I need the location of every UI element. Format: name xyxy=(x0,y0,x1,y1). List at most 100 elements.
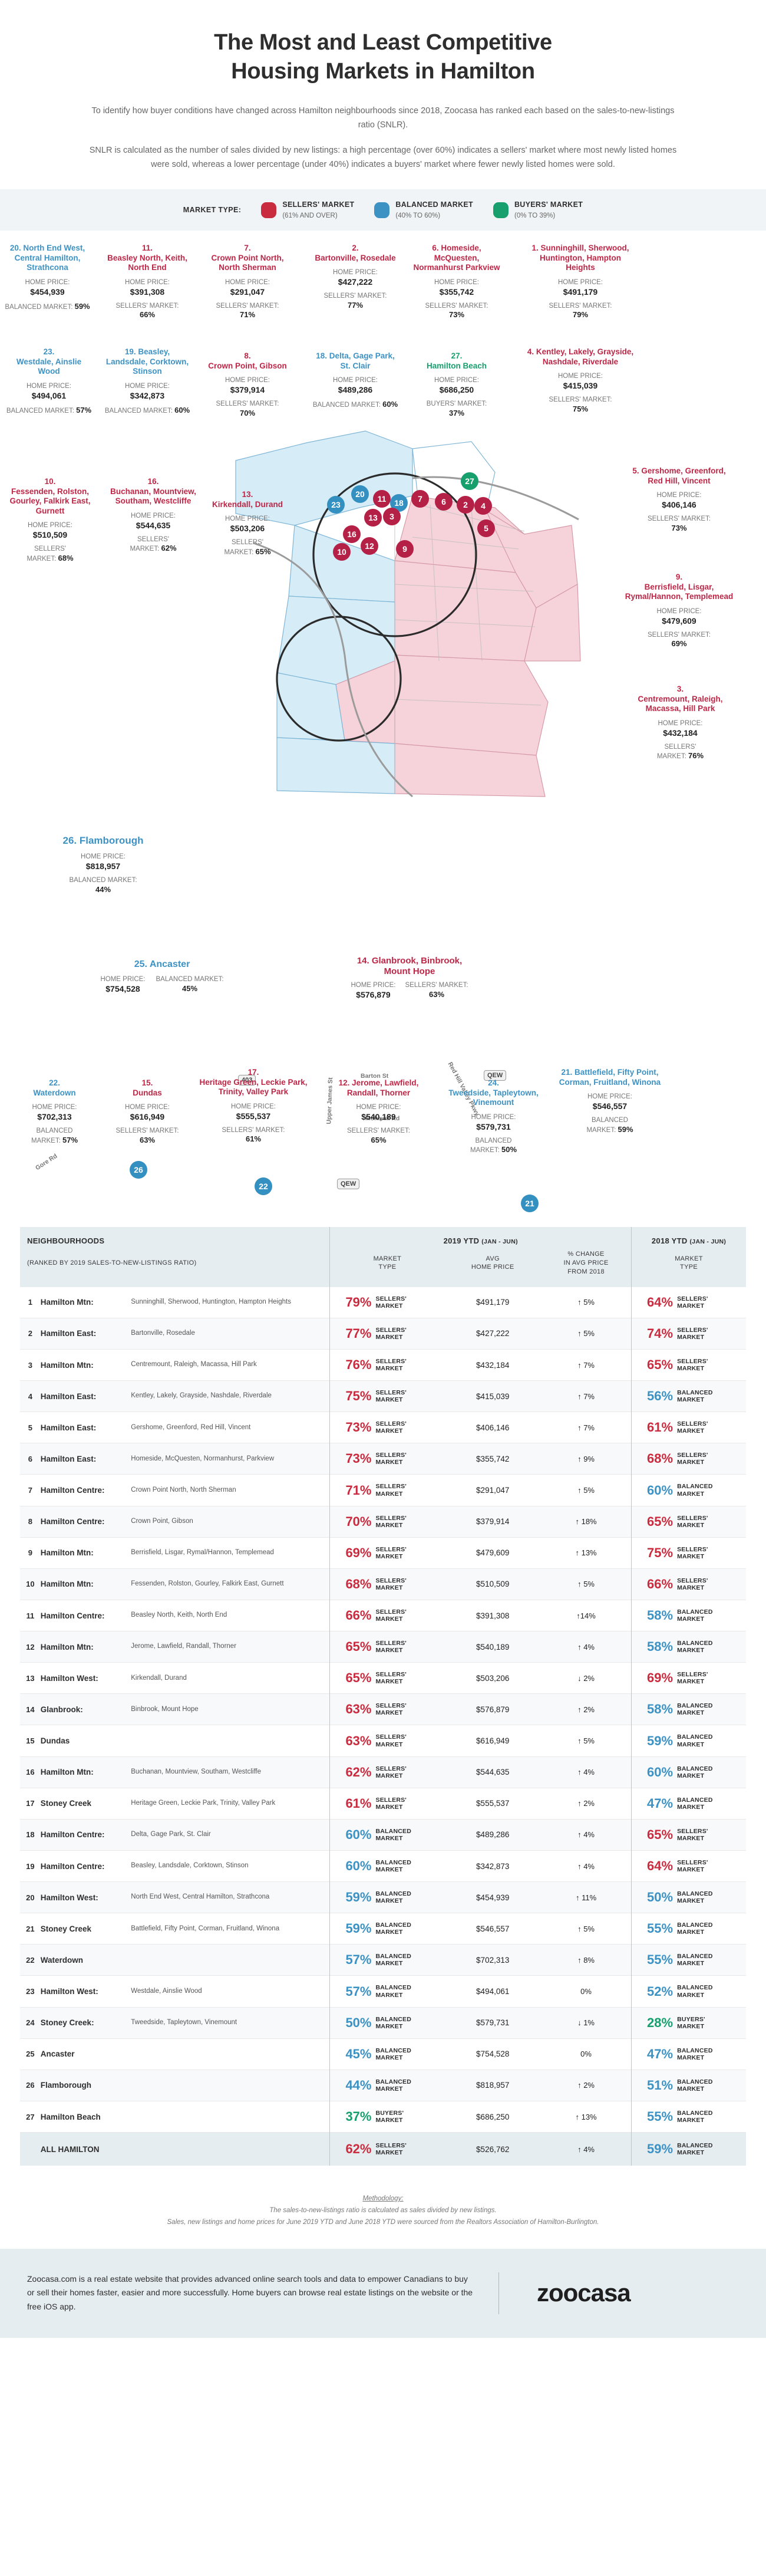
callout-card-12[interactable]: 12. Jerome, Lawfield, Randall, Thorner H… xyxy=(327,1078,430,1146)
table-row: 15 Dundas 63% SELLERS' MARKET $616,949 ↑ 5% 59%… xyxy=(20,1725,746,1757)
cell-area: Hamilton East: xyxy=(40,1329,97,1338)
callout-card-19[interactable]: 19. Beasley, Landsdale, Corktown, Stinso… xyxy=(103,347,192,415)
callout-card-27[interactable]: 27. Hamilton Beach HOME PRICE: $686,250 B… xyxy=(412,351,501,419)
cell-rank: 10 xyxy=(26,1580,35,1589)
callout-card-8[interactable]: 8. Crown Point, Gibson HOME PRICE: $379,9… xyxy=(203,351,292,419)
callout-card-6[interactable]: 6. Homeside, McQuesten, Normanhurst Park… xyxy=(412,244,501,320)
cell-pct-change: ↑ 4% xyxy=(577,1768,595,1777)
cell-pct-change: ↑ 5% xyxy=(577,1924,595,1933)
callout-card-25[interactable]: 25. Ancaster HOME PRICE: $754,528 BALANC… xyxy=(77,959,247,993)
map-pin-6[interactable]: 6 xyxy=(435,493,453,511)
callout-card-23[interactable]: 23. Westdale, Ainslie Wood HOME PRICE: $4… xyxy=(5,347,93,415)
table-row: 14 Glanbrook: Binbrook, Mount Hope 63% SELLE… xyxy=(20,1693,746,1725)
callout-price-label-4: HOME PRICE: xyxy=(557,373,603,380)
cell-area: Hamilton Centre: xyxy=(40,1517,105,1526)
map-pin-3[interactable]: 3 xyxy=(383,508,401,526)
callout-card-2[interactable]: 2. Bartonville, Rosedale HOME PRICE: $427… xyxy=(311,244,399,311)
callout-card-7[interactable]: 7. Crown Point North, North Sherman HOME … xyxy=(203,244,292,320)
cell-market-type-2019: 69% SELLERS' MARKET xyxy=(329,1537,445,1569)
callout-card-18[interactable]: 18. Delta, Gage Park, St. Clair HOME PRI… xyxy=(311,351,399,410)
legend-label-balanced: BALANCED MARKET xyxy=(395,200,473,209)
callout-card-13[interactable]: 13. Kirkendall, Durand HOME PRICE: $503,2… xyxy=(203,490,292,557)
cell-avg-price: $526,762 xyxy=(476,2144,510,2154)
map-pin-22[interactable]: 22 xyxy=(255,1177,272,1196)
subheader-avg-home-price: AVG HOME PRICE xyxy=(444,1248,542,1287)
callout-card-26[interactable]: 26. Flamborough HOME PRICE: $818,957 BAL… xyxy=(29,835,177,895)
callout-card-4[interactable]: 4. Kentley, Lakely, Grayside, Nashdale, … xyxy=(524,347,636,414)
callout-price-label-15: HOME PRICE: xyxy=(124,1104,170,1111)
legend-item-buyers: BUYERS' MARKET (0% TO 39%) xyxy=(493,199,583,221)
callout-price-label-17: HOME PRICE: xyxy=(230,1103,276,1110)
map-pin-26[interactable]: 26 xyxy=(130,1161,147,1179)
cell-neighbourhoods: Westdale, Ainslie Wood xyxy=(131,1987,202,1995)
callout-card-22[interactable]: 22. Waterdown HOME PRICE: $702,313 BALANC… xyxy=(12,1078,97,1146)
cell-neighbourhoods: Homeside, McQuesten, Normanhurst, Parkvi… xyxy=(131,1455,275,1462)
callout-price-label-3: HOME PRICE: xyxy=(658,719,703,727)
callout-card-5[interactable]: 5. Gershome, Greenford, Red Hill, Vincen… xyxy=(628,466,731,534)
cell-market-type-2019: 73% SELLERS' MARKET xyxy=(329,1443,445,1475)
callout-price-23: $494,061 xyxy=(31,390,67,400)
cell-market-type-2019: 75% SELLERS' MARKET xyxy=(329,1380,445,1412)
map-pin-21[interactable]: 21 xyxy=(521,1195,539,1213)
methodology-block: Methodology: The sales-to-new-listings r… xyxy=(0,2177,766,2248)
table-row: 17 Stoney Creek Heritage Green, Leckie Par… xyxy=(20,1788,746,1820)
methodology-line-1: The sales-to-new-listings ratio is calcu… xyxy=(269,2207,497,2215)
map-pin-10[interactable]: 10 xyxy=(333,543,351,561)
callout-price-15: $616,949 xyxy=(130,1112,165,1122)
callout-name-16: 16. Buchanan, Mountview, Southam, Westcli… xyxy=(110,477,196,506)
map-pin-2[interactable]: 2 xyxy=(457,496,474,514)
map-pin-9[interactable]: 9 xyxy=(396,540,414,558)
callout-card-14[interactable]: 14. Glanbrook, Binbrook, Mount Hope HOME… xyxy=(351,956,468,999)
callout-market-7: SELLERS' MARKET: 71% xyxy=(216,302,279,320)
table-row: 8 Hamilton Centre: Crown Point, Gibson 70% S… xyxy=(20,1506,746,1538)
callout-card-11[interactable]: 11. Beasley North, Keith, North End HOME … xyxy=(103,244,192,320)
callout-card-21[interactable]: 21. Battlefield, Fifty Point, Corman, Fr… xyxy=(557,1068,663,1135)
table-subheader-row: (RANKED BY 2019 SALES-TO-NEW-LISTINGS RA… xyxy=(20,1248,746,1287)
callout-card-16[interactable]: 16. Buchanan, Mountview, Southam, Westcli… xyxy=(109,477,197,554)
cell-pct-change: ↑ 9% xyxy=(577,1454,595,1463)
callout-name-6: 6. Homeside, McQuesten, Normanhurst Park… xyxy=(413,244,500,272)
cell-avg-price: $686,250 xyxy=(476,2112,510,2121)
map-pin-4[interactable]: 4 xyxy=(474,497,492,515)
cell-pct-change: ↑ 7% xyxy=(577,1360,595,1370)
map-pin-12[interactable]: 12 xyxy=(361,537,378,555)
cell-market-type-2019: 63% SELLERS' MARKET xyxy=(329,1725,445,1757)
page-title: The Most and Least Competitive Housing M… xyxy=(77,28,689,85)
intro-block: To identify how buyer conditions have ch… xyxy=(0,91,766,172)
callout-market-25: BALANCED MARKET: 45% xyxy=(156,975,224,993)
callout-price-1: $491,179 xyxy=(563,287,598,297)
map-pin-7[interactable]: 7 xyxy=(411,490,429,508)
callout-card-9[interactable]: 9. Berrisfield, Lisgar, Rymal/Hannon, Tem… xyxy=(625,573,734,649)
callout-card-15[interactable]: 15. Dundas HOME PRICE: $616,949 SELLERS' … xyxy=(109,1078,186,1146)
map-pin-27[interactable]: 27 xyxy=(461,472,478,491)
cell-pct-change: ↑ 5% xyxy=(577,1736,595,1746)
callout-card-10[interactable]: 10. Fessenden, Rolston, Gourley, Falkirk … xyxy=(3,477,97,564)
table-row: 3 Hamilton Mtn: Centremount, Raleigh, Maca… xyxy=(20,1349,746,1381)
cell-area: Hamilton Mtn: xyxy=(40,1768,94,1777)
cell-market-type-2019: 62% SELLERS' MARKET xyxy=(329,2132,445,2166)
map-pin-11[interactable]: 11 xyxy=(373,490,391,508)
cell-rank: 4 xyxy=(28,1391,32,1401)
map-pin-20[interactable]: 20 xyxy=(351,485,369,504)
callout-card-1[interactable]: 1. Sunninghill, Sherwood, Huntington, Ha… xyxy=(524,244,636,320)
map-pin-23[interactable]: 23 xyxy=(327,496,345,514)
legend-range-buyers: (0% TO 39%) xyxy=(514,212,556,220)
cell-area: Flamborough xyxy=(40,2081,92,2090)
cell-market-type-2018: 55% BALANCED MARKET xyxy=(631,1944,746,1976)
callout-card-17[interactable]: 17. Heritage Green, Leckie Park, Trinity,… xyxy=(194,1068,312,1144)
map-pin-13[interactable]: 13 xyxy=(364,509,382,527)
callout-price-label-10: HOME PRICE: xyxy=(27,522,73,529)
callout-card-24[interactable]: 24. Tweedside, Tapleytown, Vinemount HOME… xyxy=(448,1078,539,1155)
map-pin-16[interactable]: 16 xyxy=(343,525,361,544)
cell-market-type-2018: 50% BALANCED MARKET xyxy=(631,1881,746,1913)
legend-item-sellers: SELLERS' MARKET (61% AND OVER) xyxy=(261,199,354,221)
cell-rank: 3 xyxy=(28,1360,32,1370)
cell-market-type-2019: 57% BALANCED MARKET xyxy=(329,1944,445,1976)
map-pin-5[interactable]: 5 xyxy=(477,519,495,538)
cell-market-type-2019: 66% SELLERS' MARKET xyxy=(329,1600,445,1631)
callout-card-20[interactable]: 20. North End West, Central Hamilton, St… xyxy=(5,244,90,311)
callout-card-3[interactable]: 3. Centremount, Raleigh, Macassa, Hill Pa… xyxy=(626,685,735,761)
cell-neighbourhoods xyxy=(131,2038,330,2070)
cell-avg-price: $555,537 xyxy=(476,1799,510,1808)
highway-shield-qew-lower-icon: QEW xyxy=(337,1179,360,1190)
